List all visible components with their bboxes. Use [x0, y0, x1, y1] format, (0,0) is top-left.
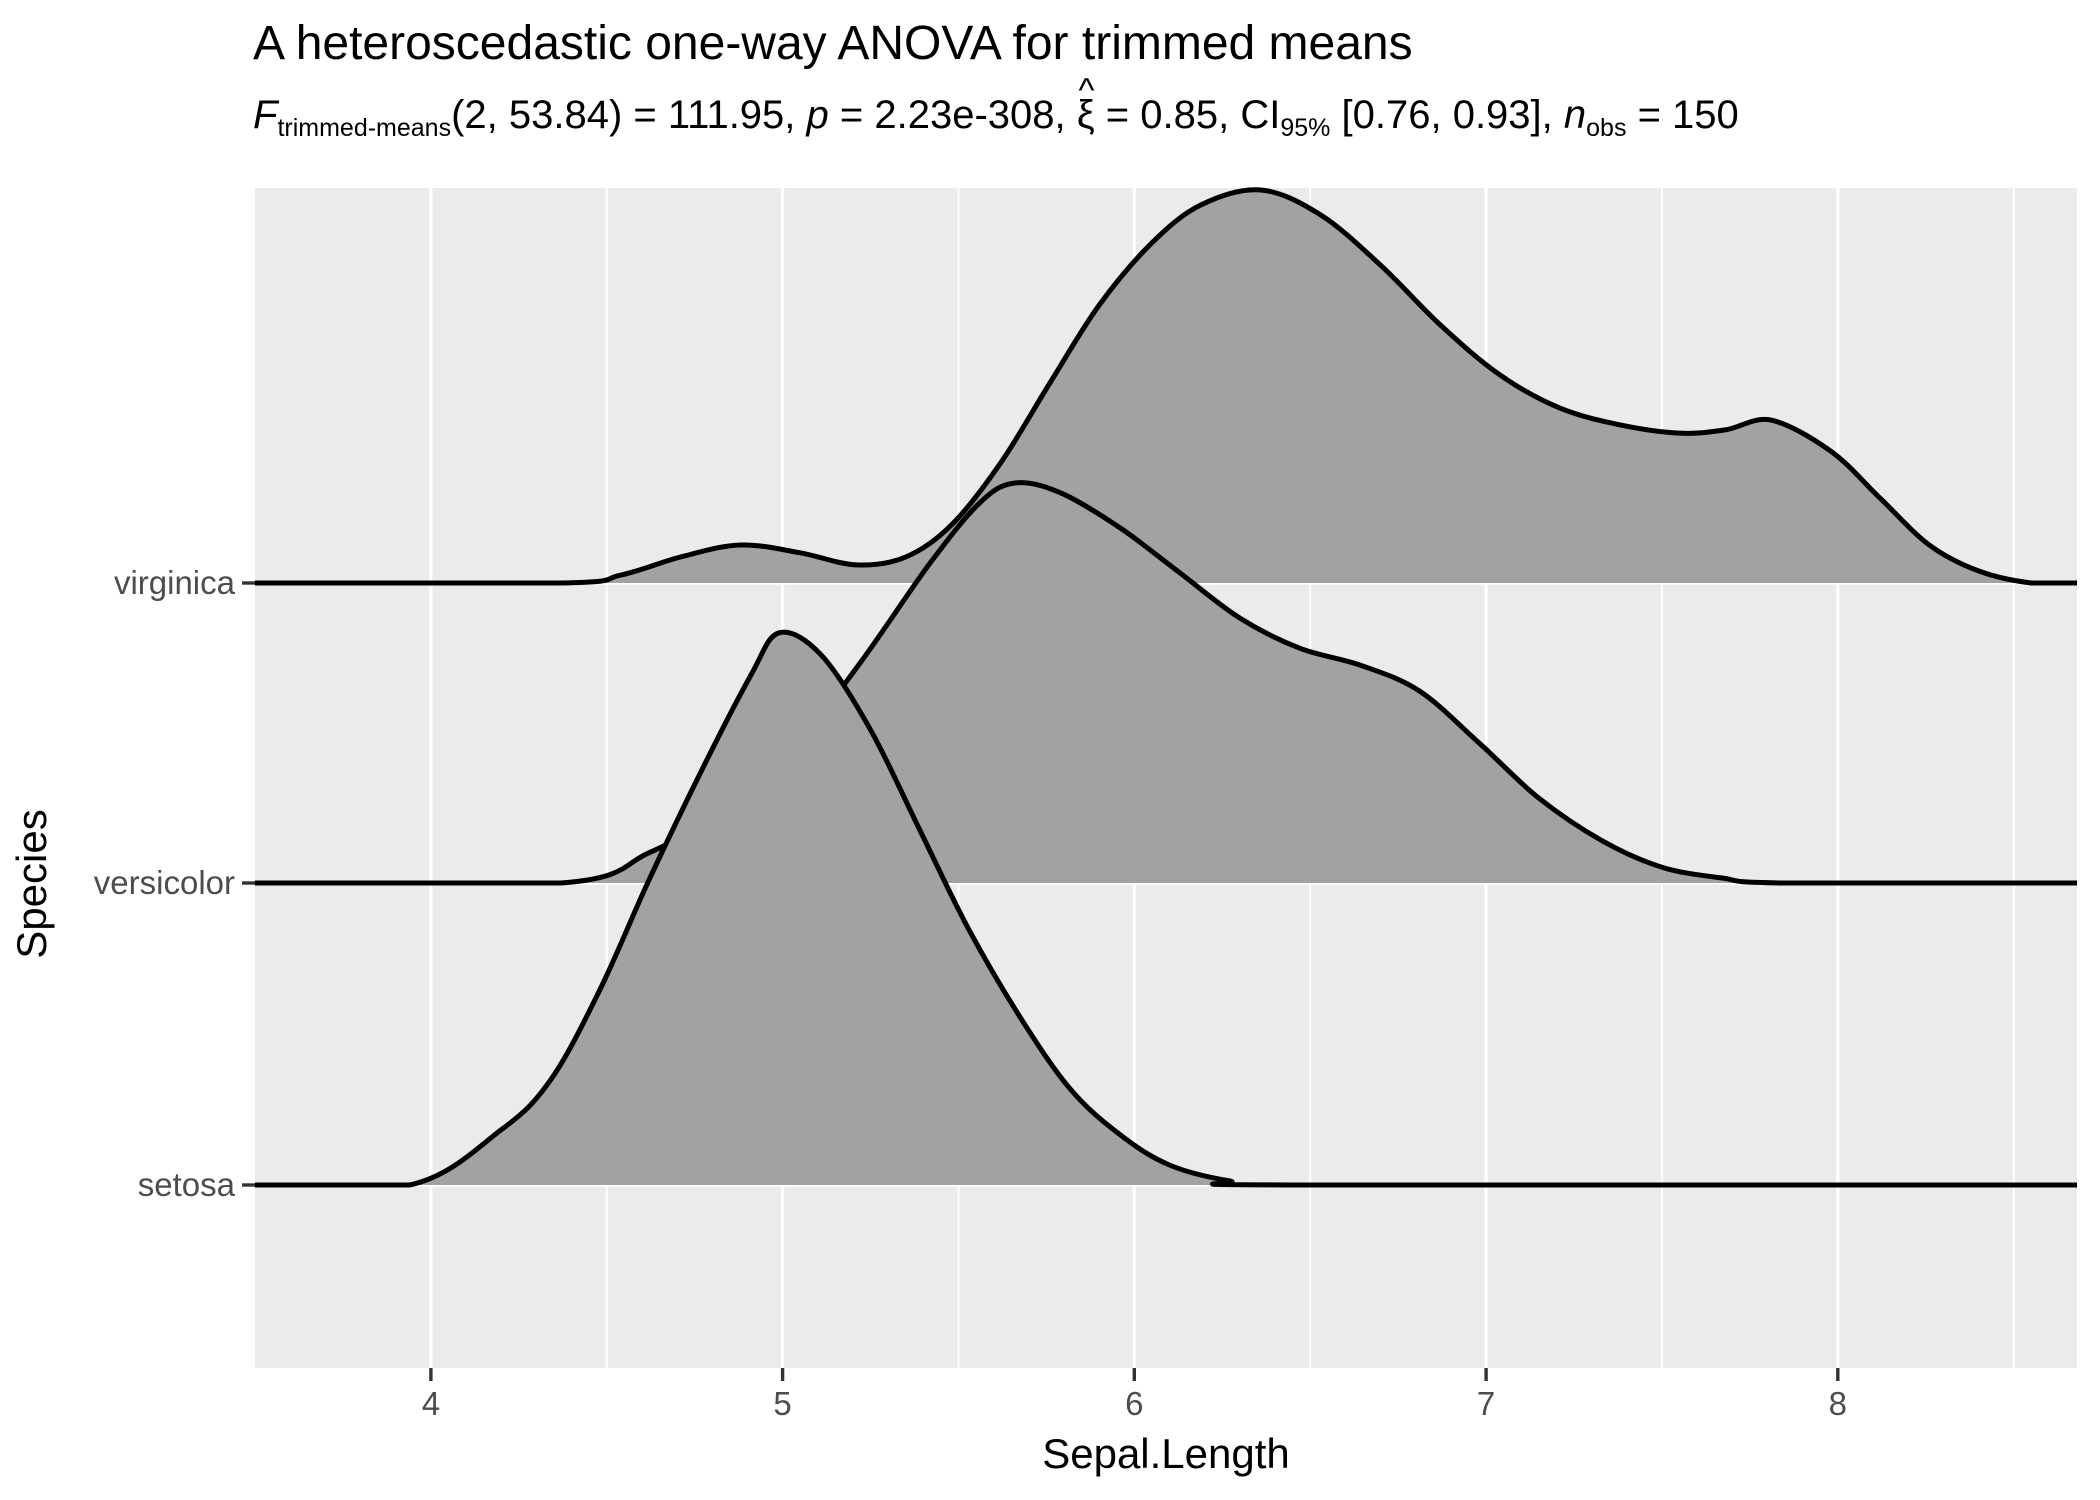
y-axis-ticks — [242, 581, 255, 1187]
subtitle-segment: obs — [1586, 114, 1627, 142]
subtitle-segment: p — [806, 93, 829, 137]
plot-title: A heteroscedastic one-way ANOVA for trim… — [253, 17, 1413, 70]
y-tick-label: versicolor — [94, 864, 235, 901]
subtitle-segment: n — [1563, 93, 1587, 137]
subtitle-segment: ^ ξ — [1076, 71, 1095, 137]
x-tick-label: 7 — [1477, 1385, 1495, 1422]
ridge-setosa — [255, 629, 2077, 1188]
ridge-virginica — [255, 187, 2077, 586]
x-tick-label: 4 — [422, 1385, 440, 1422]
subtitle-segment: [0.76, 0.93], — [1330, 93, 1564, 137]
subtitle-segment: 95% — [1280, 114, 1331, 142]
subtitle-segment: trimmed-means — [277, 114, 452, 142]
subtitle-segment: (2, 53.84) = 111.95, — [451, 93, 807, 137]
subtitle-segment: F — [253, 93, 278, 137]
x-axis-title: Sepal.Length — [1042, 1430, 1290, 1477]
subtitle-segment: = 2.23e-308, — [828, 93, 1077, 137]
y-axis-title: Species — [8, 809, 55, 958]
y-tick-labels: setosa versicolor virginica — [94, 564, 236, 1203]
x-tick-label: 8 — [1829, 1385, 1847, 1422]
hat-mark: ^ — [1078, 71, 1095, 110]
y-tick-label: virginica — [114, 564, 236, 601]
x-tick-label: 6 — [1125, 1385, 1143, 1422]
x-axis-ticks — [429, 1368, 1840, 1381]
x-tick-label: 5 — [773, 1385, 791, 1422]
plot-subtitle: Ftrimmed-means(2, 53.84) = 111.95, p = 2… — [253, 71, 1739, 144]
x-tick-labels: 4 5 6 7 8 — [422, 1385, 1847, 1422]
y-tick-label: setosa — [138, 1166, 236, 1203]
subtitle-segment: = 0.85, CI — [1094, 93, 1281, 137]
subtitle-segment: = 150 — [1626, 93, 1739, 137]
